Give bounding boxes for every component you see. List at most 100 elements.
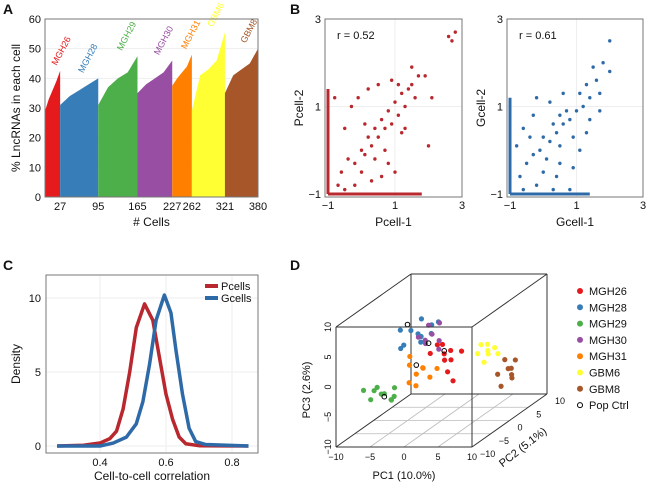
data-point [554, 174, 559, 179]
data-point [400, 131, 404, 135]
legend-label: Pcells [221, 281, 251, 293]
data-point [594, 78, 599, 82]
x-axis-label: Pcell-1 [375, 215, 412, 229]
x-tick-label: 380 [249, 201, 267, 213]
y-tick-label: 1 [497, 102, 503, 114]
data-point [353, 183, 357, 187]
y-tick-label: 50 [29, 44, 41, 56]
y-tick-label: −1 [308, 189, 321, 201]
y-tick-label: 1 [315, 102, 321, 114]
legend-label: Gcells [221, 293, 252, 305]
group-label: MGH26 [50, 35, 73, 67]
data-point [598, 91, 602, 96]
data-point [558, 113, 562, 117]
pc3-axis-label: PC3 (2.6%) [301, 362, 313, 419]
data-point [591, 65, 595, 69]
data-point-mgh28 [418, 316, 425, 322]
data-point [356, 96, 360, 100]
bar-group-mgh31 [172, 54, 192, 197]
bar-group-gbm8 [224, 48, 258, 197]
pc1-tick-label: 5 [435, 452, 440, 462]
y-tick-label: 30 [29, 103, 41, 115]
correlation-annotation: r = 0.61 [519, 30, 557, 42]
data-point-mgh26 [427, 350, 433, 357]
data-point [584, 131, 589, 135]
group-label: MGH28 [76, 42, 99, 74]
legend-marker [577, 369, 583, 376]
data-point [446, 34, 451, 39]
data-point-pop-ctrl [425, 340, 432, 347]
data-point [551, 187, 555, 192]
data-point-mgh29 [391, 385, 398, 391]
data-point-mgh28 [401, 342, 407, 348]
data-point-mgh30 [429, 331, 435, 337]
group-label: GBM6 [205, 1, 226, 28]
data-point [376, 135, 380, 139]
data-point [588, 96, 592, 100]
x-axis-label: Cell-to-cell correlation [94, 469, 210, 483]
data-point [346, 157, 350, 161]
data-point [369, 144, 374, 148]
data-point [383, 126, 387, 131]
bar-group-mgh28 [60, 78, 99, 197]
y-axis-label: Gcell-2 [474, 89, 488, 127]
data-point [564, 109, 569, 113]
data-point [453, 30, 457, 34]
legend-label: MGH29 [589, 319, 627, 331]
data-point [548, 139, 552, 144]
y-tick-label: 10 [29, 293, 41, 305]
data-point [343, 187, 347, 192]
data-point-mgh29 [388, 397, 395, 403]
data-point [534, 96, 539, 100]
data-point [538, 148, 542, 152]
data-point [544, 157, 549, 161]
data-point [574, 109, 579, 113]
data-point-mgh30 [436, 320, 443, 326]
y-tick-label: 60 [29, 14, 41, 26]
pc2-tick-label: 0 [518, 423, 523, 433]
data-point-mgh29 [368, 397, 374, 403]
legend-marker [577, 402, 583, 409]
data-point [400, 91, 404, 96]
data-point [410, 65, 414, 69]
plot-frame [324, 18, 463, 198]
data-point-mgh26 [439, 341, 446, 348]
legend-marker [577, 304, 583, 311]
data-point [396, 82, 401, 87]
data-point [450, 39, 454, 43]
x-tick-label: 3 [640, 200, 646, 212]
data-point-mgh26 [441, 357, 448, 363]
plot-frame [506, 18, 644, 198]
x-tick-label: 262 [183, 201, 201, 213]
data-point [568, 187, 572, 192]
pc3-tick-label: 10 [323, 322, 333, 332]
data-point [376, 82, 380, 87]
data-point [584, 82, 589, 87]
data-point-mgh26 [434, 342, 440, 348]
data-point [534, 183, 539, 187]
data-point-mgh31 [406, 380, 412, 386]
data-point [426, 144, 431, 148]
data-point-pop-ctrl [413, 362, 420, 368]
data-point [413, 96, 417, 100]
data-point [578, 91, 582, 96]
data-point-mgh29 [378, 391, 384, 397]
plot-frame [45, 274, 259, 454]
cube-edge [335, 273, 412, 328]
data-point [396, 113, 401, 117]
panel-b-gcell-scatter: −1 1 3 −1 1 3 r = 0.61 Gcell-1 Gcell-2 [474, 14, 646, 229]
data-point [514, 144, 519, 148]
data-point-mgh29 [371, 388, 377, 394]
data-point-gbm6 [481, 359, 487, 365]
data-point [386, 161, 390, 166]
x-tick-label: 0.4 [92, 457, 107, 469]
y-axis-label: % LncRNAs in each cell [9, 44, 23, 172]
legend-marker [577, 353, 583, 360]
data-point-mgh30 [436, 337, 442, 344]
x-tick-label: 3 [459, 200, 465, 212]
pc2-tick-label: 10 [555, 396, 565, 406]
pc1-tick-label: 10 [467, 452, 477, 462]
